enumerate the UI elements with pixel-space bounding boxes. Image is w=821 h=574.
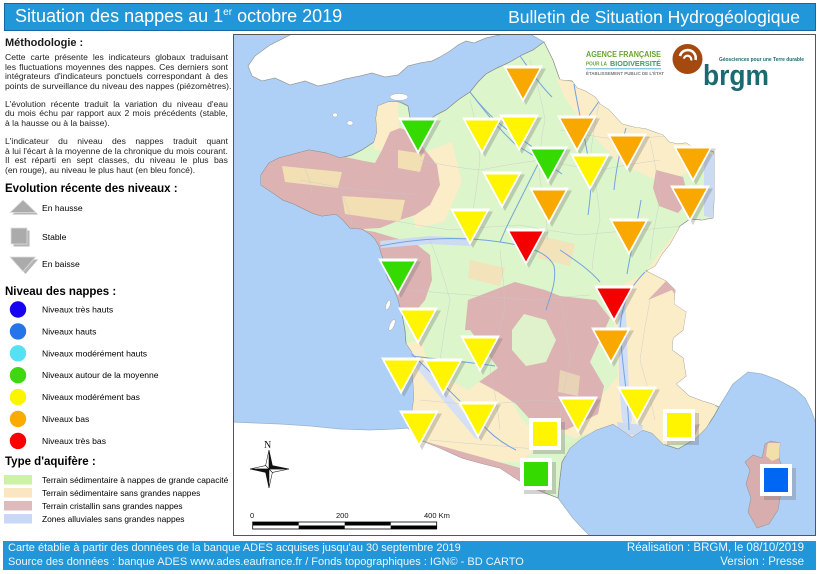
svg-text:Niveaux modérément hauts: Niveaux modérément hauts: [42, 348, 147, 358]
svg-text:POUR LA: POUR LA: [586, 62, 607, 68]
svg-text:Niveaux modérément bas: Niveaux modérément bas: [42, 392, 140, 402]
svg-text:Géosciences pour une Terre dur: Géosciences pour une Terre durable: [719, 57, 804, 63]
svg-text:Niveaux très hauts: Niveaux très hauts: [42, 305, 113, 315]
svg-text:En baisse: En baisse: [42, 259, 80, 269]
svg-text:ÉTABLISSEMENT PUBLIC DE L'ÉTAT: ÉTABLISSEMENT PUBLIC DE L'ÉTAT: [586, 69, 664, 76]
svg-text:Terrain cristallin sans grande: Terrain cristallin sans grandes nappes: [42, 501, 183, 511]
svg-text:Terrain sédimentaire à nappes: Terrain sédimentaire à nappes de grande …: [42, 475, 229, 485]
svg-text:400 Km: 400 Km: [424, 511, 450, 520]
svg-text:Terrain sédimentaire sans gran: Terrain sédimentaire sans grandes nappes: [42, 488, 200, 498]
svg-text:N: N: [264, 440, 271, 451]
svg-text:En hausse: En hausse: [42, 203, 83, 213]
svg-text:AGENCE FRANÇAISE: AGENCE FRANÇAISE: [586, 50, 661, 59]
svg-text:Stable: Stable: [42, 232, 67, 242]
svg-text:Niveaux hauts: Niveaux hauts: [42, 326, 96, 336]
svg-text:Niveaux très bas: Niveaux très bas: [42, 436, 106, 446]
svg-text:200: 200: [336, 511, 349, 520]
svg-text:0: 0: [250, 511, 254, 520]
svg-text:Niveaux bas: Niveaux bas: [42, 414, 89, 424]
svg-text:Zones alluviales sans grandes: Zones alluviales sans grandes nappes: [42, 514, 184, 524]
svg-text:BIODIVERSITÉ: BIODIVERSITÉ: [610, 59, 661, 68]
svg-text:brgm: brgm: [703, 60, 769, 92]
svg-text:Niveaux autour de la moyenne: Niveaux autour de la moyenne: [42, 370, 159, 380]
